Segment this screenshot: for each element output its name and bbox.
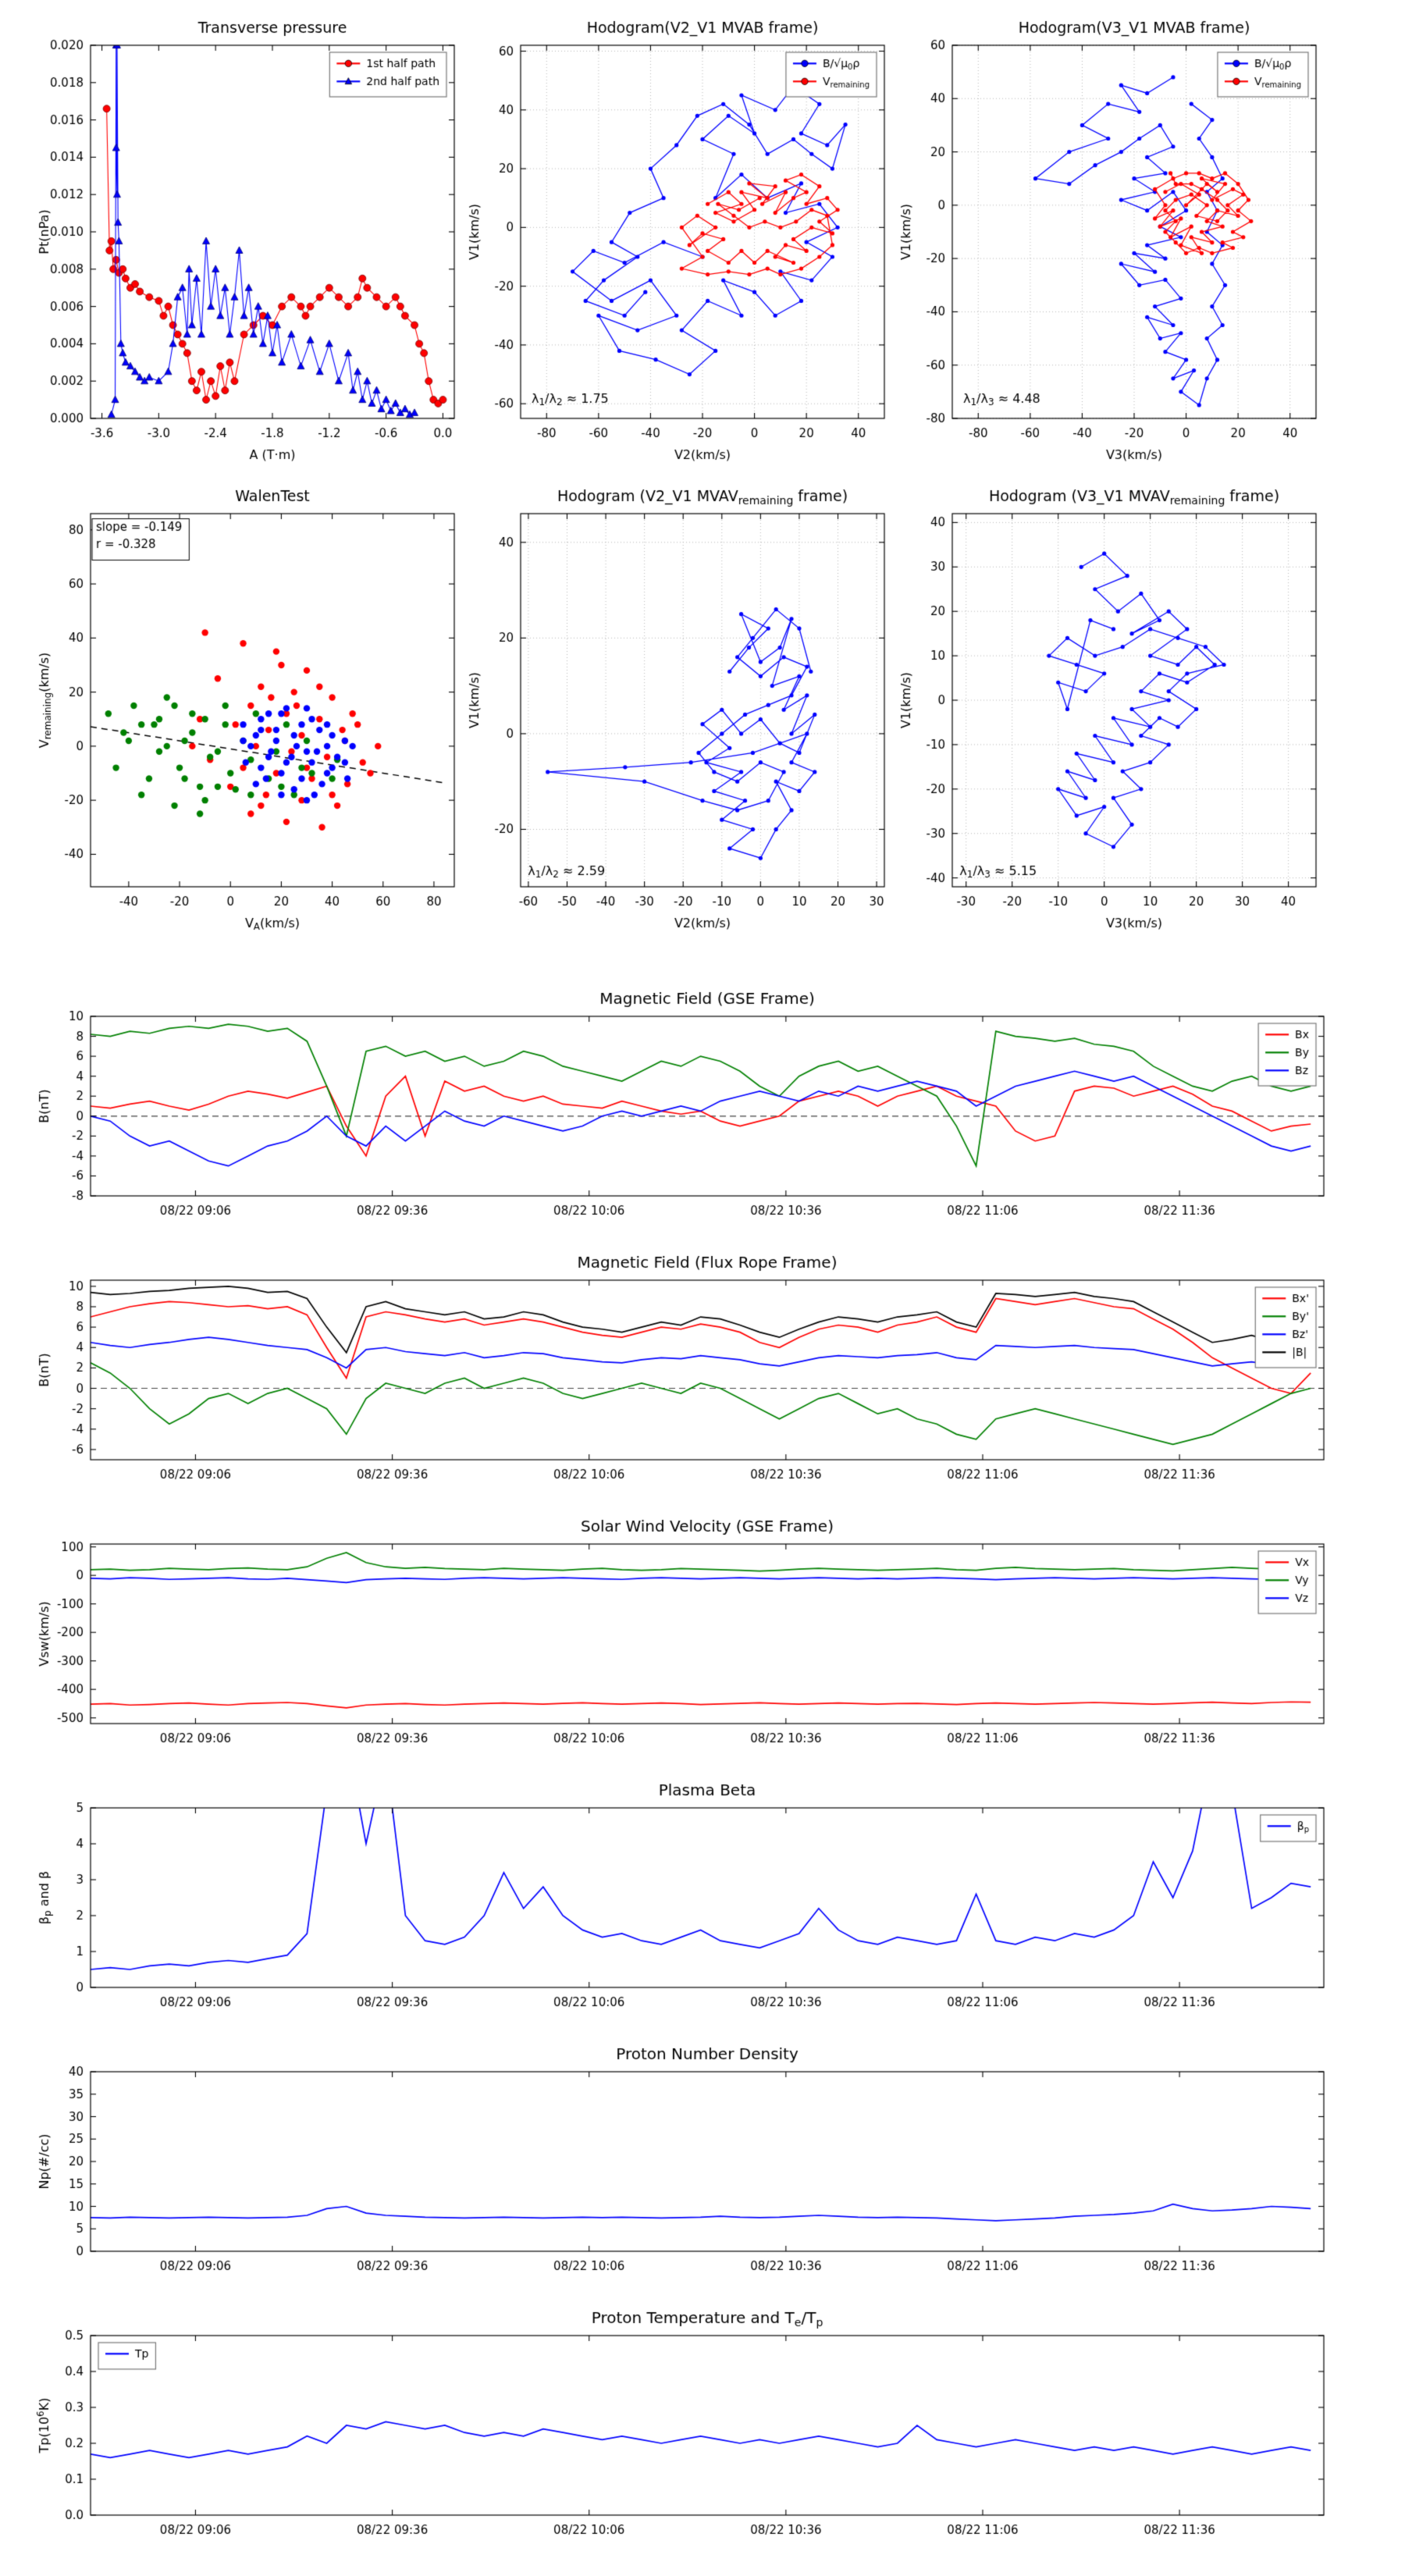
proton-density-chart [22,2039,1353,2297]
hodogram-v3v1-mvab-chart [884,9,1336,478]
solar-wind-velocity-chart [22,1511,1353,1769]
panel-plasma-beta [22,1775,1353,2033]
hodogram-v3v1-mvav-chart [884,478,1336,946]
hodogram-v2v1-mvav-chart [452,478,905,946]
magnetic-field-gse-chart [22,984,1353,1241]
panel-magnetic-field-gse [22,984,1353,1241]
panel-hodogram-v2v1-mvav [452,478,905,946]
panel-hodogram-v3v1-mvav [884,478,1336,946]
walen-test-chart [22,478,475,946]
transverse-pressure-chart [22,9,475,478]
panel-solar-wind-velocity [22,1511,1353,1769]
panel-walen-test [22,478,475,946]
hodogram-v2v1-mvab-chart [452,9,905,478]
panel-magnetic-field-fluxrope [22,1247,1353,1505]
proton-temperature-chart [22,2303,1353,2560]
plasma-beta-chart [22,1775,1353,2033]
panel-hodogram-v2v1-mvab [452,9,905,478]
magnetic-field-fluxrope-chart [22,1247,1353,1505]
panel-proton-density [22,2039,1353,2297]
panel-hodogram-v3v1-mvab [884,9,1336,478]
panel-transverse-pressure [22,9,475,478]
panel-proton-temperature [22,2303,1353,2560]
